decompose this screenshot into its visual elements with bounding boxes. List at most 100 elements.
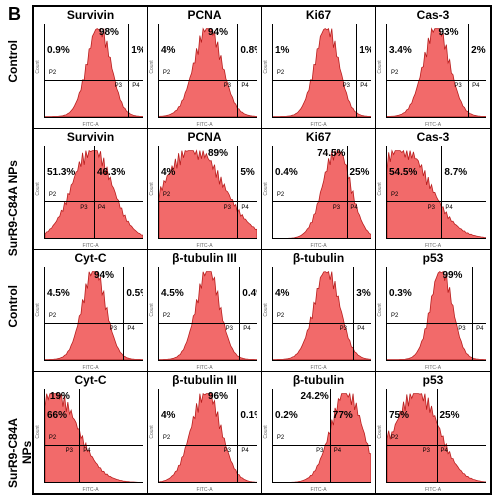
axis-y-label: Count	[377, 61, 383, 74]
pct-left: 54.5%	[389, 168, 417, 178]
gate-label: P2	[391, 192, 398, 198]
cell-title: Cyt-C	[34, 372, 147, 388]
pct-mid: 19%	[50, 392, 70, 402]
flow-plot: P2P3P44%94%0.8%	[158, 24, 257, 118]
axis-y-label: Count	[149, 304, 155, 317]
grid-cell: Cas-3P2P3P43.4%93%2%FITC-ACount	[376, 7, 490, 128]
gate-vertical	[472, 267, 473, 360]
gate-label: P3	[333, 205, 340, 211]
pct-mid: 99%	[442, 271, 462, 281]
cell-title: β-tubulin	[262, 372, 375, 388]
axis-y-label: Count	[149, 61, 155, 74]
gate-label: P3	[316, 448, 323, 454]
gate-horizontal	[159, 201, 257, 202]
axis-x-label: FITC-A	[34, 243, 147, 249]
flow-plot: P2P3P44%96%0.1%	[158, 389, 257, 484]
flow-plot: P2P3P40.4%74.5%25%	[272, 146, 371, 240]
gate-label: P4	[241, 448, 248, 454]
gate-label: P3	[428, 205, 435, 211]
gate-label: P3	[224, 83, 231, 89]
gate-vertical	[353, 267, 354, 360]
axis-x-label: FITC-A	[262, 487, 375, 493]
gate-horizontal	[159, 80, 257, 81]
grid-cell: Ki67P2P3P40.4%74.5%25%FITC-ACount	[262, 129, 376, 250]
grid-row: Cyt-CP2P3P44.5%94%0.5%FITC-ACountβ-tubul…	[34, 250, 490, 372]
axis-x-label: FITC-A	[376, 487, 490, 493]
axis-y-label: Count	[263, 61, 269, 74]
pct-mid: 93%	[438, 28, 458, 38]
gate-label: P4	[350, 205, 357, 211]
pct-right: 46.3%	[97, 168, 125, 178]
pct-right: 3%	[356, 289, 370, 299]
axis-x-label: FITC-A	[148, 487, 261, 493]
gate-horizontal	[159, 323, 257, 324]
pct-right: 0.5%	[126, 289, 143, 299]
axis-x-label: FITC-A	[262, 365, 375, 371]
cell-title: β-tubulin	[262, 250, 375, 266]
gate-vertical	[330, 389, 331, 483]
pct-mid: 96%	[208, 392, 228, 402]
gate-label: P2	[391, 313, 398, 319]
grid-cell: PCNAP2P3P44%94%0.8% FITC-A Count	[148, 7, 262, 128]
grid-cell: Cyt-CP2P3P466%19%FITC-ACount	[34, 372, 148, 494]
gate-label: P3	[80, 205, 87, 211]
gate-label: P4	[83, 448, 90, 454]
gate-label: P4	[360, 83, 367, 89]
cell-title: Ki67	[262, 7, 375, 23]
axis-y-label: Count	[263, 304, 269, 317]
cell-title: β-tubulin III	[148, 250, 261, 266]
flow-plot: P2P3P451.3%46.3%	[44, 146, 143, 240]
pct-mid: 94%	[208, 28, 228, 38]
gate-vertical	[123, 267, 124, 360]
axis-x-label: FITC-A	[148, 122, 261, 128]
axis-y-label: Count	[263, 182, 269, 195]
figure-grid: SurvivinP2P3P40.9%98%1%FITC-ACountPCNAP2…	[32, 5, 492, 495]
gate-label: P2	[277, 313, 284, 319]
gate-horizontal	[387, 445, 486, 446]
axis-x-label: FITC-A	[34, 122, 147, 128]
gate-label: P4	[445, 205, 452, 211]
grid-cell: PCNAP2P3P44%89%5%FITC-ACount	[148, 129, 262, 250]
gate-label: P4	[98, 205, 105, 211]
gate-horizontal	[45, 201, 143, 202]
gate-label: P4	[127, 326, 134, 332]
gate-label: P2	[277, 435, 284, 441]
pct-mid: 74.5%	[317, 149, 345, 159]
flow-plot: P2P3P40.3%99%	[386, 267, 486, 361]
gate-horizontal	[273, 445, 371, 446]
gate-label: P2	[163, 435, 170, 441]
gate-label: P3	[224, 205, 231, 211]
gate-label: P4	[243, 326, 250, 332]
pct-right: 2%	[471, 46, 485, 56]
gate-horizontal	[159, 445, 257, 446]
axis-y-label: Count	[377, 426, 383, 439]
pct-right: 25%	[349, 168, 369, 178]
gate-label: P4	[440, 448, 447, 454]
axis-x-label: FITC-A	[34, 365, 147, 371]
flow-plot: P2P3P466%19%	[44, 389, 143, 484]
pct-right: 1%	[359, 46, 371, 56]
row-label: Control	[6, 285, 20, 328]
row-label: Control	[6, 40, 20, 83]
pct-left: 51.3%	[47, 168, 75, 178]
gate-vertical	[468, 24, 469, 117]
gate-label: P4	[472, 83, 479, 89]
cell-title: PCNA	[148, 129, 261, 145]
flow-plot: P2P3P44%3%	[272, 267, 371, 361]
gate-label: P2	[163, 192, 170, 198]
gate-vertical	[79, 389, 80, 483]
cell-title: Survivin	[34, 129, 147, 145]
gate-label: P3	[423, 448, 430, 454]
pct-left: 0.3%	[389, 289, 412, 299]
cell-title: p53	[376, 250, 490, 266]
gate-vertical	[441, 146, 442, 239]
gate-label: P2	[49, 313, 56, 319]
axis-y-label: Count	[377, 182, 383, 195]
pct-left: 4%	[161, 411, 175, 421]
axis-y-label: Count	[35, 304, 41, 317]
grid-cell: β-tubulin IIIP2P3P44.5%0.4%FITC-ACount	[148, 250, 262, 371]
grid-cell: SurvivinP2P3P40.9%98%1%FITC-ACount	[34, 7, 148, 128]
flow-plot: P2P3P40.9%98%1%	[44, 24, 143, 118]
axis-y-label: Count	[35, 61, 41, 74]
cell-title: PCNA	[148, 7, 261, 23]
